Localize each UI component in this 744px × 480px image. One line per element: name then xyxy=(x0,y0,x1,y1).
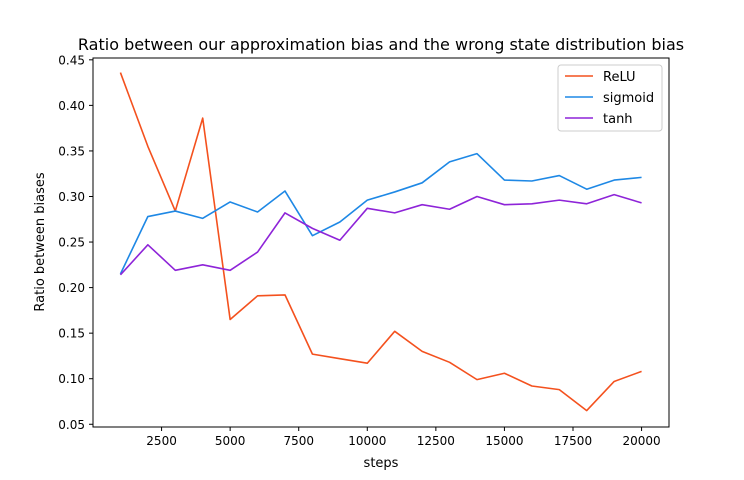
y-tick-label: 0.40 xyxy=(58,99,85,113)
series-line-sigmoid xyxy=(119,152,642,275)
tick-layer: 2500 5000 7500 10000 12500 15000 17500 20000 0.0… xyxy=(58,53,660,448)
x-tick-label: 5000 xyxy=(215,434,246,448)
y-tick-label: 0.35 xyxy=(58,144,85,158)
y-tick-label: 0.20 xyxy=(58,281,85,295)
legend-label-relu: ReLU xyxy=(603,70,636,85)
series-layer xyxy=(119,72,642,412)
y-tick-label: 0.30 xyxy=(58,190,85,204)
y-tick-label: 0.45 xyxy=(58,53,85,67)
plot-frame xyxy=(92,57,670,428)
y-tick-label: 0.10 xyxy=(58,372,85,386)
x-tick-label: 2500 xyxy=(146,434,177,448)
y-tick-label: 0.05 xyxy=(58,418,85,432)
x-tick-label: 10000 xyxy=(348,434,386,448)
y-tick-label: 0.15 xyxy=(58,327,85,341)
x-tick-label: 20000 xyxy=(622,434,660,448)
legend-label-sigmoid: sigmoid xyxy=(603,91,654,106)
legend-label-tanh: tanh xyxy=(603,112,633,127)
x-tick-label: 12500 xyxy=(417,434,455,448)
series-line-relu xyxy=(119,72,642,412)
x-axis-title: steps xyxy=(364,456,399,471)
y-axis-title: Ratio between biases xyxy=(33,172,48,311)
chart-title: Ratio between our approximation bias and… xyxy=(78,35,684,54)
series-line-tanh xyxy=(119,193,642,276)
legend-box xyxy=(557,64,663,132)
x-tick-label: 7500 xyxy=(283,434,314,448)
x-tick-label: 17500 xyxy=(554,434,592,448)
x-tick-label: 15000 xyxy=(485,434,523,448)
legend: ReLU sigmoid tanh xyxy=(557,64,663,132)
y-tick-label: 0.25 xyxy=(58,236,85,250)
